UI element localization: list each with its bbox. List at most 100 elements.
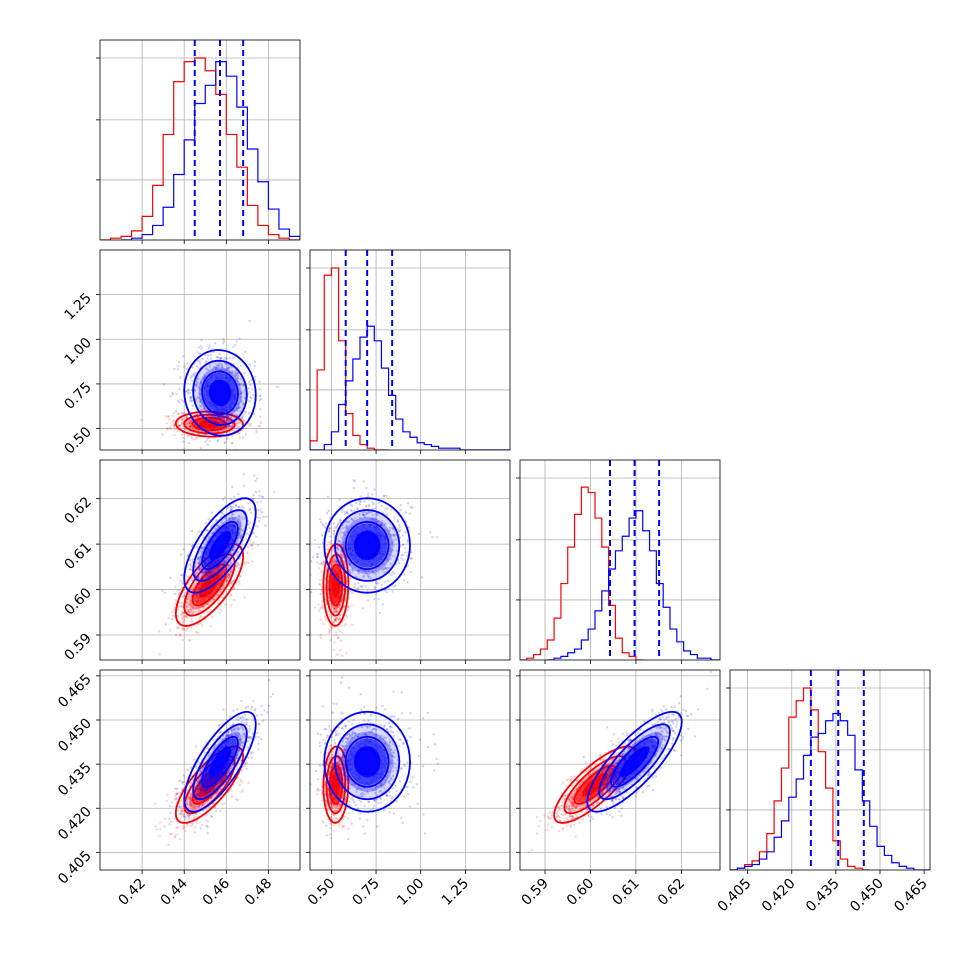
- contour-line: [328, 563, 344, 607]
- scatter-point: [195, 568, 198, 572]
- scatter-point: [321, 563, 324, 567]
- scatter-point: [403, 573, 406, 577]
- scatter-point: [192, 584, 195, 587]
- scatter-point: [203, 376, 207, 379]
- contour-line: [192, 509, 248, 582]
- scatter-point: [352, 518, 355, 522]
- scatter-point: [189, 792, 193, 796]
- scatter-point: [236, 408, 239, 411]
- scatter-point: [189, 425, 192, 429]
- scatter-point: [206, 569, 209, 573]
- scatter-point: [188, 794, 192, 798]
- scatter-point: [235, 554, 238, 558]
- contour-line: [183, 349, 257, 437]
- scatter-point: [182, 620, 185, 624]
- scatter-point: [333, 529, 336, 533]
- scatter-point: [229, 561, 232, 564]
- scatter-point: [341, 543, 344, 546]
- scatter-point: [187, 581, 190, 585]
- scatter-point: [256, 501, 259, 504]
- scatter-point: [213, 420, 216, 424]
- scatter-point: [215, 363, 218, 366]
- scatter-point: [216, 593, 219, 597]
- scatter-point: [190, 437, 194, 440]
- scatter-point: [238, 382, 241, 385]
- scatter-point: [221, 512, 224, 516]
- scatter-point: [340, 550, 343, 553]
- scatter-point: [248, 320, 251, 323]
- scatter-point: [157, 630, 161, 633]
- scatter-point: [353, 585, 356, 589]
- scatter-point: [215, 355, 219, 359]
- density-series-2: [208, 379, 232, 407]
- scatter-point: [185, 824, 188, 828]
- scatter-point: [321, 606, 325, 609]
- scatter-point: [180, 420, 184, 423]
- scatter-point: [164, 415, 168, 418]
- scatter-point: [180, 815, 183, 818]
- scatter-point: [248, 424, 251, 428]
- scatter-point: [235, 407, 238, 410]
- panel-frame: [99, 249, 301, 451]
- scatter-point: [203, 433, 207, 436]
- scatter-point: [332, 610, 336, 613]
- scatter-point: [326, 589, 330, 592]
- scatter-point: [196, 545, 199, 549]
- scatter-point: [236, 380, 239, 383]
- scatter-point: [205, 573, 208, 577]
- scatter-point: [207, 536, 210, 539]
- scatter-point: [319, 636, 323, 640]
- scatter-point: [191, 576, 194, 580]
- panel-2-2: [306, 249, 511, 454]
- scatter-point: [243, 763, 247, 766]
- scatter-point: [178, 812, 182, 816]
- scatter-point: [225, 580, 229, 583]
- scatter-point: [241, 436, 245, 439]
- scatter-point: [225, 418, 228, 422]
- scatter-point: [388, 535, 392, 538]
- scatter-point: [189, 434, 192, 438]
- scatter-point: [189, 396, 192, 399]
- scatter-point: [254, 375, 257, 379]
- scatter-point: [185, 800, 189, 803]
- scatter-point: [229, 563, 232, 566]
- panel-1-1: [96, 39, 301, 244]
- scatter-point: [239, 392, 243, 395]
- scatter-point: [232, 518, 235, 521]
- scatter-point: [229, 788, 233, 791]
- scatter-point: [238, 548, 241, 551]
- scatter-point: [343, 510, 347, 514]
- scatter-point: [188, 576, 191, 579]
- scatter-point: [180, 433, 184, 436]
- scatter-point: [199, 563, 202, 566]
- scatter-point: [332, 558, 336, 561]
- scatter-point: [235, 562, 239, 565]
- scatter-point: [219, 416, 223, 419]
- scatter-point: [212, 531, 215, 534]
- scatter-point: [340, 599, 343, 602]
- scatter-point: [248, 507, 252, 511]
- scatter-point: [359, 584, 362, 588]
- scatter-point: [257, 425, 260, 428]
- scatter-point: [230, 582, 234, 585]
- scatter-point: [330, 564, 333, 567]
- scatter-point: [194, 593, 197, 596]
- scatter-point: [258, 394, 261, 398]
- scatter-point: [240, 769, 243, 773]
- scatter-point: [375, 517, 378, 520]
- scatter-point: [186, 608, 190, 611]
- scatter-point: [186, 627, 189, 630]
- scatter-point: [201, 823, 204, 827]
- scatter-point: [220, 520, 223, 524]
- scatter-point: [227, 555, 230, 559]
- scatter-point: [221, 570, 224, 573]
- scatter-point: [352, 479, 355, 482]
- scatter-point: [188, 421, 192, 424]
- scatter-point: [192, 427, 196, 430]
- scatter-point: [387, 566, 391, 570]
- scatter-point: [329, 638, 332, 642]
- scatter-point: [409, 505, 413, 509]
- scatter-point: [220, 731, 223, 734]
- scatter-point: [319, 618, 322, 622]
- scatter-point: [329, 588, 332, 592]
